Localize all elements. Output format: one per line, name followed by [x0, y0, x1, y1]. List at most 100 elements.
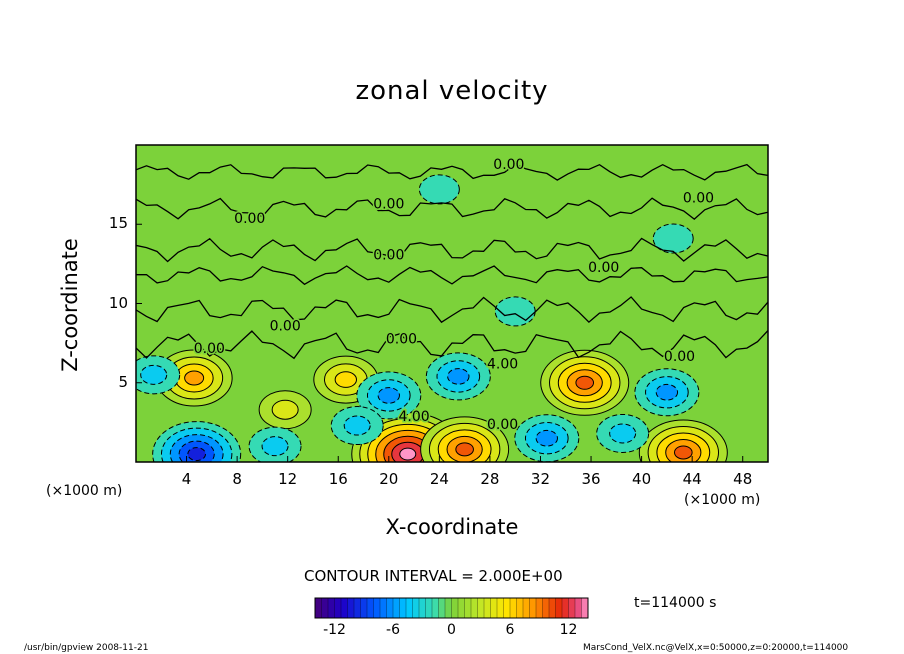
colorbar-cell	[386, 597, 394, 619]
zero-contour-line	[136, 197, 768, 220]
colorbar-cell	[470, 597, 478, 619]
x-unit-right: (×1000 m)	[684, 492, 761, 508]
x-axis-label: X-coordinate	[0, 515, 904, 539]
colorbar-frame	[314, 597, 589, 619]
contour-ring	[140, 364, 168, 385]
negative-velocity-cell	[425, 352, 491, 401]
contour-label: 0.00	[373, 197, 404, 213]
footer-source: MarsCond_VelX.nc@VelX,x=0:50000,z=0:2000…	[583, 643, 849, 653]
time-label: t=114000 s	[634, 595, 717, 611]
colorbar-cell	[444, 597, 452, 619]
contour-ring	[652, 223, 694, 254]
x-tick-label: 32	[530, 470, 551, 488]
positive-velocity-cell	[420, 416, 510, 462]
negative-velocity-cell	[248, 426, 302, 462]
zero-contour-line	[136, 296, 768, 324]
colorbar-cell	[438, 597, 446, 619]
zero-contour-line	[136, 163, 768, 181]
colorbar-tick-label: 6	[505, 622, 515, 638]
contour-ring	[184, 370, 205, 386]
x-tick-label: 12	[278, 470, 298, 488]
colorbar-cell	[535, 597, 543, 619]
negative-velocity-cell	[596, 413, 650, 453]
colorbar-cell	[561, 597, 569, 619]
contour-label: 0.00	[487, 417, 518, 433]
colorbar-cell	[516, 597, 524, 619]
colorbar-cell	[373, 597, 381, 619]
zero-contour-line	[136, 265, 768, 286]
contour-ring	[399, 447, 417, 461]
contour-ring	[447, 368, 470, 385]
contour-interval-label: CONTOUR INTERVAL = 2.000E+00	[304, 567, 563, 585]
negative-velocity-cell	[136, 355, 181, 395]
contour-ring	[343, 415, 371, 436]
colorbar-tick-label: 0	[447, 622, 456, 638]
negative-velocity-cell	[514, 414, 580, 462]
colorbar-cell	[464, 597, 472, 619]
positive-velocity-cell	[638, 419, 728, 462]
colorbar-cell	[509, 597, 517, 619]
colorbar-cell	[496, 597, 504, 619]
colorbar-cell	[340, 597, 348, 619]
contour-ring	[655, 383, 679, 401]
colorbar-cell	[360, 597, 368, 619]
x-tick-label: 24	[429, 470, 449, 488]
contour-label: 0.00	[386, 331, 417, 347]
x-unit-left: (×1000 m)	[46, 483, 123, 499]
colorbar-cell	[581, 597, 589, 619]
x-tick-label: 48	[733, 470, 753, 488]
colorbar-cell	[334, 597, 342, 619]
colorbar-cell	[568, 597, 576, 619]
colorbar-cell	[321, 597, 329, 619]
colorbar-cell	[451, 597, 459, 619]
colorbar-tick-label: -6	[386, 622, 400, 638]
contour-ring	[261, 436, 289, 457]
colorbar-cell	[490, 597, 498, 619]
negative-velocity-cell	[418, 174, 460, 205]
contour-label: 0.00	[270, 319, 301, 335]
x-tick-label: 36	[581, 470, 601, 488]
colorbar-cell	[412, 597, 420, 619]
colorbar-cell	[425, 597, 433, 619]
contour-ring	[187, 447, 206, 462]
colorbar-cell	[483, 597, 491, 619]
x-tick-label: 20	[379, 470, 399, 488]
positive-velocity-cell	[540, 349, 630, 416]
negative-velocity-cell	[330, 406, 384, 446]
colorbar-cell	[347, 597, 355, 619]
contour-ring	[418, 174, 460, 205]
contour-label: 0.00	[493, 157, 524, 173]
colorbar-cell	[405, 597, 413, 619]
x-tick-label: 44	[682, 470, 702, 488]
colorbar-cell	[327, 597, 335, 619]
y-tick-label: 10	[108, 293, 128, 312]
contour-label: 4.00	[398, 409, 429, 425]
colorbar-cell	[522, 597, 530, 619]
colorbar-cell	[418, 597, 426, 619]
x-tick-label: 40	[632, 470, 652, 488]
colorbar-cell	[392, 597, 400, 619]
contour-ring	[535, 429, 558, 447]
negative-velocity-cell	[652, 223, 694, 254]
colorbar-cell	[548, 597, 556, 619]
contour-ring	[575, 375, 595, 390]
y-tick-label: 5	[118, 372, 128, 391]
contour-ring	[674, 445, 693, 460]
contour-label: 0.00	[588, 260, 619, 276]
colorbar-cell	[379, 597, 387, 619]
contour-label: 0.00	[194, 341, 225, 357]
y-tick-label: 15	[108, 214, 128, 233]
colorbar-cell	[431, 597, 439, 619]
colorbar-cell	[529, 597, 537, 619]
x-tick-label: 8	[232, 470, 242, 488]
contour-ring	[377, 387, 400, 404]
colorbar-cell	[399, 597, 407, 619]
colorbar-cell	[353, 597, 361, 619]
contour-ring	[455, 442, 474, 457]
contour-ring	[271, 399, 299, 420]
contour-ring	[609, 423, 637, 444]
contour-label: 0.00	[373, 247, 404, 263]
x-axis-label-text: X-coordinate	[385, 515, 519, 539]
